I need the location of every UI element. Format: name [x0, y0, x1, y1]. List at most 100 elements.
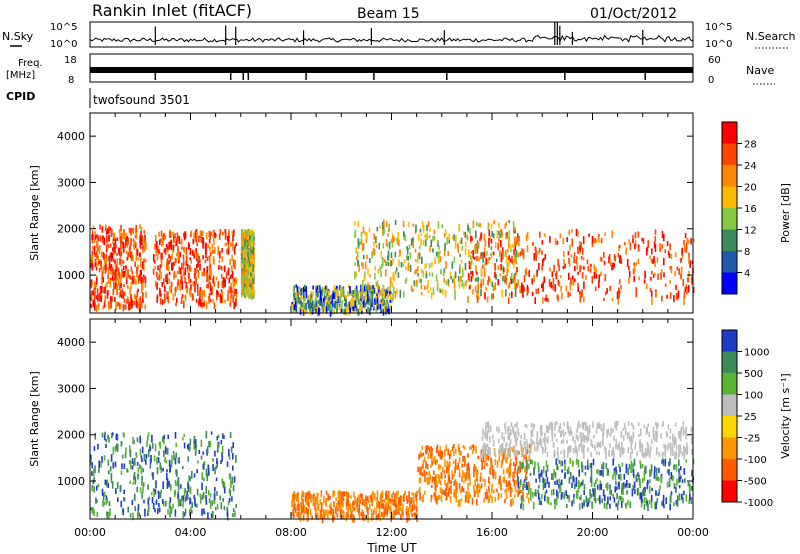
- scatter-mark: [355, 293, 358, 298]
- scatter-mark: [483, 465, 485, 469]
- scatter-mark: [242, 249, 245, 257]
- scatter-mark: [481, 464, 483, 470]
- scatter-mark: [484, 444, 487, 452]
- scatter-mark: [106, 479, 108, 488]
- scatter-mark: [579, 483, 582, 488]
- scatter-mark: [568, 445, 571, 453]
- scatter-mark: [296, 296, 299, 303]
- scatter-mark: [119, 278, 122, 284]
- scatter-mark: [533, 469, 535, 476]
- scatter-mark: [564, 463, 566, 472]
- scatter-mark: [399, 249, 401, 255]
- scatter-mark: [192, 238, 195, 245]
- scatter-mark: [224, 235, 227, 241]
- scatter-mark: [167, 291, 169, 297]
- scatter-mark: [591, 443, 594, 448]
- scatter-mark: [322, 302, 325, 309]
- scatter-mark: [466, 463, 468, 472]
- scatter-mark: [361, 262, 363, 267]
- scatter-mark: [159, 297, 162, 305]
- scatter-mark: [369, 307, 371, 316]
- scatter-mark: [139, 224, 141, 229]
- scatter-mark: [431, 272, 434, 277]
- scatter-mark: [215, 477, 218, 482]
- scatter-mark: [357, 241, 360, 249]
- scatter-mark: [420, 466, 423, 475]
- scatter-mark: [141, 491, 143, 499]
- scatter-mark: [438, 476, 441, 485]
- scatter-mark: [362, 301, 365, 308]
- scatter-mark: [367, 306, 369, 314]
- scatter-mark: [111, 253, 114, 261]
- scatter-mark: [189, 278, 192, 283]
- scatter-mark: [622, 497, 624, 503]
- scatter-mark: [231, 267, 233, 273]
- scatter-mark: [432, 236, 434, 242]
- scatter-mark: [392, 272, 394, 280]
- scatter-mark: [665, 497, 667, 505]
- scatter-mark: [440, 496, 443, 503]
- scatter-mark: [300, 295, 302, 303]
- scatter-mark: [462, 270, 464, 278]
- scatter-mark: [342, 288, 344, 296]
- scatter-mark: [189, 257, 192, 261]
- scatter-mark: [643, 453, 645, 459]
- scatter-mark: [112, 258, 114, 262]
- scatter-mark: [431, 455, 433, 464]
- colorbar-swatch: [722, 416, 737, 438]
- scatter-mark: [316, 492, 318, 501]
- scatter-mark: [420, 284, 423, 290]
- scatter-mark: [220, 265, 222, 269]
- scatter-mark: [602, 462, 605, 470]
- scatter-mark: [119, 236, 122, 242]
- cpid-label: CPID: [6, 90, 35, 103]
- scatter-mark: [665, 431, 668, 437]
- scatter-mark: [122, 242, 125, 247]
- scatter-mark: [670, 472, 673, 480]
- scatter-mark: [333, 490, 336, 497]
- scatter-mark: [380, 263, 383, 269]
- scatter-mark: [160, 293, 162, 297]
- scatter-mark: [663, 234, 665, 242]
- scatter-mark: [324, 286, 327, 290]
- scatter-mark: [221, 256, 224, 262]
- scatter-mark: [110, 252, 113, 259]
- scatter-mark: [508, 480, 511, 486]
- scatter-mark: [139, 487, 142, 493]
- scatter-mark: [641, 477, 644, 484]
- scatter-mark: [328, 504, 331, 509]
- scatter-mark: [386, 288, 388, 296]
- scatter-mark: [360, 305, 363, 311]
- scatter-mark: [458, 266, 461, 274]
- scatter-mark: [167, 434, 169, 440]
- scatter-mark: [393, 495, 396, 504]
- scatter-mark: [649, 288, 652, 292]
- scatter-mark: [172, 231, 174, 237]
- scatter-mark: [431, 476, 434, 483]
- nsearch-tick-bottom: 10^0: [705, 39, 732, 50]
- scatter-mark: [140, 466, 143, 475]
- scatter-mark: [400, 514, 402, 520]
- scatter-mark: [489, 278, 491, 283]
- scatter-mark: [651, 297, 653, 305]
- scatter-mark: [173, 238, 176, 244]
- scatter-mark: [222, 481, 225, 488]
- scatter-mark: [230, 288, 233, 293]
- scatter-mark: [243, 276, 245, 280]
- scatter-mark: [424, 285, 426, 290]
- scatter-mark: [304, 492, 306, 497]
- scatter-mark: [291, 493, 294, 502]
- scatter-mark: [538, 440, 541, 445]
- scatter-mark: [529, 449, 531, 454]
- scatter-mark: [524, 484, 526, 489]
- scatter-mark: [183, 512, 186, 517]
- scatter-mark: [558, 264, 560, 272]
- scatter-mark: [143, 263, 145, 271]
- scatter-mark: [433, 229, 436, 235]
- scatter-mark: [663, 503, 665, 509]
- scatter-mark: [580, 432, 582, 439]
- scatter-mark: [94, 289, 97, 294]
- scatter-mark: [423, 470, 425, 477]
- scatter-mark: [504, 498, 506, 504]
